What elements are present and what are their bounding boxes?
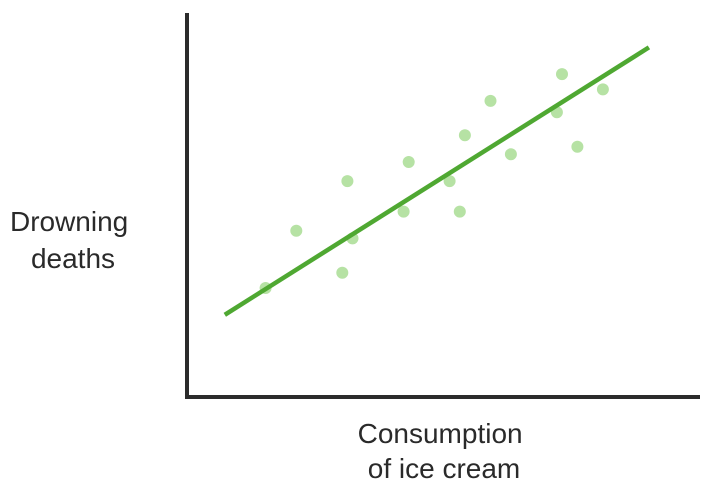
data-point-9 (453, 205, 466, 218)
trend-line (223, 45, 651, 317)
x-axis-label: Consumption of ice cream (358, 418, 531, 484)
x-axis-label-line-2: of ice cream (368, 453, 521, 484)
data-point-3 (336, 266, 349, 279)
data-point-12 (504, 148, 517, 161)
y-axis-label-line-2: deaths (31, 243, 115, 274)
data-point-8 (443, 175, 456, 188)
data-point-2 (290, 224, 303, 237)
data-point-10 (458, 129, 471, 142)
data-point-7 (402, 156, 415, 168)
data-point-16 (596, 83, 609, 96)
y-axis-label: Drowning deaths (10, 206, 136, 274)
data-point-11 (484, 94, 497, 107)
y-axis-label-line-1: Drowning (10, 206, 128, 237)
data-point-6 (397, 205, 410, 218)
data-point-14 (556, 68, 568, 81)
data-point-4 (341, 175, 354, 188)
points-layer (259, 68, 609, 294)
data-point-15 (571, 140, 584, 153)
x-axis-label-line-1: Consumption (358, 418, 523, 449)
